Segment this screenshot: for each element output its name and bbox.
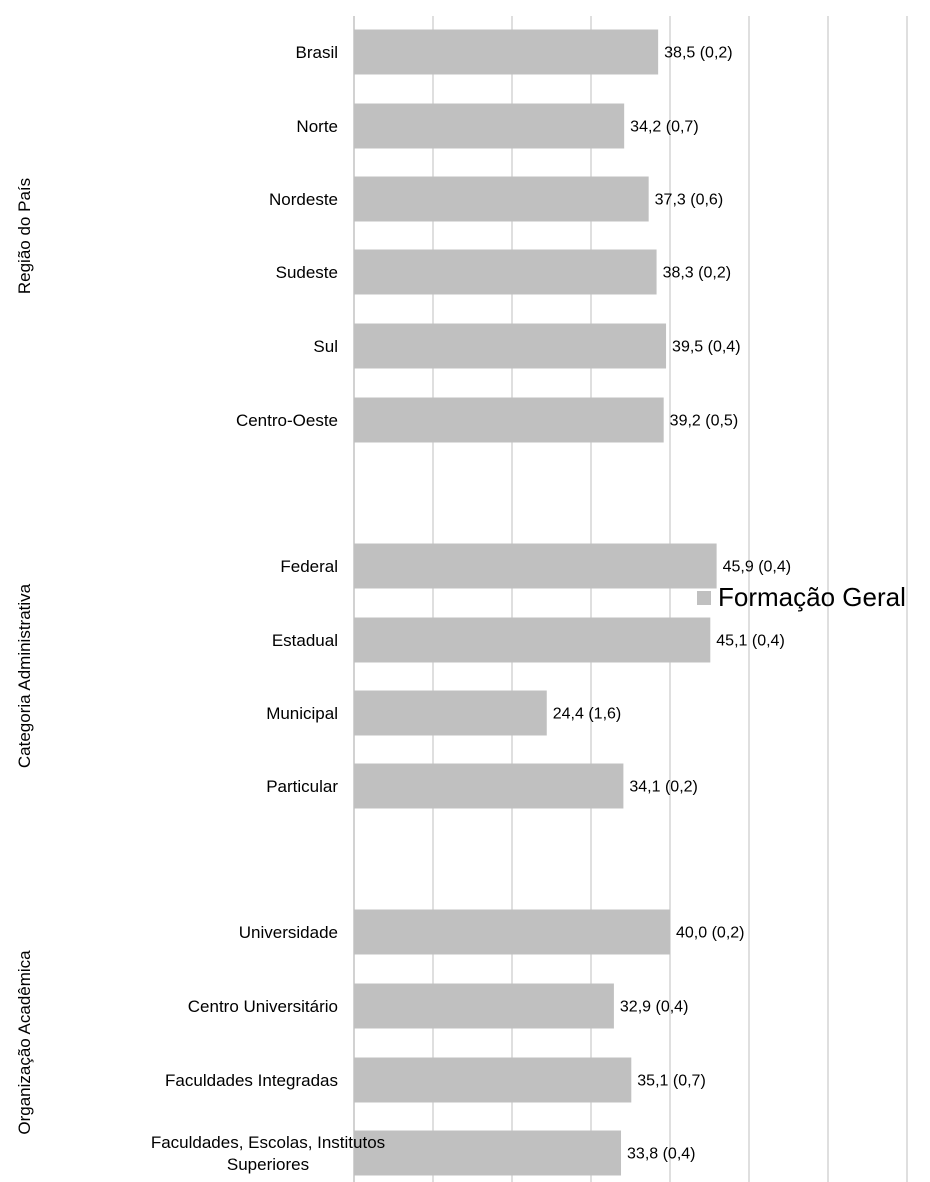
bar — [354, 103, 625, 149]
category-label: Municipal — [266, 704, 338, 723]
category-label: Estadual — [272, 631, 338, 650]
category-label: Particular — [266, 777, 338, 796]
legend-label-formacao-geral: Formação Geral — [718, 582, 906, 612]
category-label-line: Superiores — [227, 1155, 309, 1174]
bar — [354, 690, 547, 736]
category-label-line: Centro-Oeste — [236, 411, 338, 430]
category-label-line: Faculdades Integradas — [165, 1071, 338, 1090]
bar — [354, 323, 667, 369]
data-label: 34,1 (0,2) — [629, 779, 697, 796]
category-label-line: Estadual — [272, 631, 338, 650]
category-label: Sul — [313, 337, 338, 356]
category-label-line: Sul — [313, 337, 338, 356]
category-label: Faculdades, Escolas, Institutos Superiore… — [151, 1133, 385, 1174]
data-label: 39,5 (0,4) — [672, 339, 740, 356]
bar — [354, 249, 657, 295]
bar — [354, 1130, 622, 1176]
category-label-line: Sudeste — [276, 263, 338, 282]
bar — [354, 176, 649, 222]
group-label: Categoria Administrativa — [15, 583, 34, 768]
bar — [354, 29, 659, 75]
category-label: Centro Universitário — [188, 997, 338, 1016]
data-label: 32,9 (0,4) — [620, 999, 688, 1016]
group-label: Organização Acadêmica — [15, 950, 34, 1135]
bar — [354, 397, 664, 443]
bar — [354, 617, 711, 663]
category-label-line: Centro Universitário — [188, 997, 338, 1016]
data-label: 45,9 (0,4) — [723, 559, 791, 576]
data-label: 34,2 (0,7) — [630, 119, 698, 136]
bar — [354, 543, 717, 589]
bar — [354, 1057, 632, 1103]
category-label-line: Brasil — [295, 43, 338, 62]
bar — [354, 909, 670, 955]
category-label: Sudeste — [276, 263, 338, 282]
legend: Formação Geral — [697, 582, 906, 613]
data-label: 33,8 (0,4) — [627, 1146, 695, 1163]
bars — [354, 29, 717, 1176]
data-label: 24,4 (1,6) — [553, 706, 621, 723]
category-label-line: Universidade — [239, 923, 338, 942]
category-label-line: Municipal — [266, 704, 338, 723]
data-label: 38,5 (0,2) — [664, 45, 732, 62]
bar — [354, 983, 614, 1029]
category-label: Universidade — [239, 923, 338, 942]
data-label: 38,3 (0,2) — [663, 265, 731, 282]
data-label: 37,3 (0,6) — [655, 192, 723, 209]
labels: 38,5 (0,2) Brasil 34,2 (0,7) Norte 37,3 (0,6… — [15, 43, 791, 1174]
category-label: Nordeste — [269, 190, 338, 209]
group-label: Região do País — [15, 178, 34, 294]
data-label: 35,1 (0,7) — [637, 1073, 705, 1090]
category-label-line: Norte — [296, 117, 338, 136]
category-label-line: Nordeste — [269, 190, 338, 209]
category-label: Faculdades Integradas — [165, 1071, 338, 1090]
category-label-line: Faculdades, Escolas, Institutos — [151, 1133, 385, 1152]
category-label: Centro-Oeste — [236, 411, 338, 430]
data-label: 45,1 (0,4) — [716, 633, 784, 650]
category-label: Norte — [296, 117, 338, 136]
data-label: 40,0 (0,2) — [676, 925, 744, 942]
bar — [354, 763, 624, 809]
legend-swatch-formacao-geral — [697, 590, 711, 605]
category-label: Brasil — [295, 43, 338, 62]
category-label-line: Particular — [266, 777, 338, 796]
category-label: Federal — [280, 557, 338, 576]
category-label-line: Federal — [280, 557, 338, 576]
data-label: 39,2 (0,5) — [670, 413, 738, 430]
